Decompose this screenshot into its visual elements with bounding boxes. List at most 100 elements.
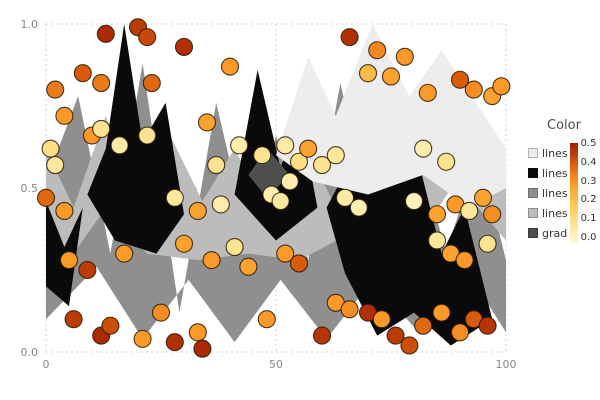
scatter-point xyxy=(59,251,79,270)
scatter-point xyxy=(197,113,217,132)
scatter-point xyxy=(464,80,483,99)
scatter-point xyxy=(92,119,111,139)
scatter-point xyxy=(358,64,378,83)
scatter-point xyxy=(437,152,456,171)
scatter-point xyxy=(271,192,290,211)
area-polygon-lines xyxy=(326,155,493,346)
legend-body: lines lines lines lines grad 0.5 0.4 0.3 0.2 0.1… xyxy=(528,139,600,243)
colorbar-tick-label: 0.5 xyxy=(580,138,597,149)
y-tick-label: 1.0 xyxy=(21,18,39,31)
scatter-point xyxy=(138,126,157,145)
scatter-point xyxy=(450,70,470,89)
scatter-point xyxy=(427,231,447,250)
scatter-point xyxy=(340,300,359,319)
scatter-point xyxy=(101,316,120,335)
scatter-point xyxy=(78,260,97,280)
scatter-point xyxy=(225,237,244,257)
x-tick-label: 100 xyxy=(496,358,517,371)
x-tick-label: 0 xyxy=(43,358,50,371)
scatter-point xyxy=(404,192,424,211)
y-tick-label: 0.5 xyxy=(21,182,39,195)
scatter-point xyxy=(483,205,502,224)
scatter-point xyxy=(280,172,299,191)
scatter-point xyxy=(55,106,74,125)
legend-swatch xyxy=(528,188,538,198)
scatter-point xyxy=(414,316,433,335)
scatter-point xyxy=(46,155,65,175)
scatter-point xyxy=(165,333,184,352)
scatter-point xyxy=(450,323,470,342)
scatter-point xyxy=(312,155,332,175)
scatter-point xyxy=(207,155,226,175)
scatter-point xyxy=(340,28,359,47)
scatter-point xyxy=(312,326,332,345)
scatter-point xyxy=(478,234,497,253)
legend-entry-label: lines xyxy=(542,206,568,220)
scatter-point xyxy=(400,336,419,355)
scatter-point xyxy=(46,80,65,99)
legend-entry-label: grad xyxy=(542,226,568,240)
area-polygon-lines xyxy=(87,24,184,254)
legend-entry[interactable]: grad xyxy=(528,223,568,243)
scatter-point xyxy=(115,244,134,263)
legend-swatch xyxy=(528,208,538,218)
colorbar-tick-label: 0.3 xyxy=(580,175,597,187)
legend-entry[interactable]: lines xyxy=(528,163,568,183)
legend-entry[interactable]: lines xyxy=(528,203,568,223)
scatter-point xyxy=(276,136,295,155)
scatter-point xyxy=(335,188,355,207)
scatter-point xyxy=(326,146,345,165)
legend-swatch xyxy=(528,228,538,238)
scatter-point xyxy=(174,37,194,57)
legend-swatch xyxy=(528,168,538,178)
scatter-point xyxy=(478,316,497,335)
colorbar-tick-label: 0.0 xyxy=(580,231,597,243)
scatter-point xyxy=(165,188,184,207)
legend-entry-label: lines xyxy=(542,186,568,200)
scatter-point xyxy=(418,83,437,102)
scatter-point xyxy=(386,326,405,345)
legend-entry[interactable]: lines xyxy=(528,183,568,203)
scatter-point xyxy=(455,251,474,270)
scatter-point xyxy=(427,205,447,224)
colorbar-tick-label: 0.2 xyxy=(580,194,597,206)
scatter-point xyxy=(133,329,152,348)
scatter-point xyxy=(174,234,194,253)
scatter-point xyxy=(432,303,451,322)
scatter-point xyxy=(395,47,414,66)
colorbar-tick-label: 0.4 xyxy=(580,156,597,168)
y-tick-label: 0.0 xyxy=(21,346,39,359)
legend-entry-label: lines xyxy=(542,166,568,180)
legend-title: Color xyxy=(547,118,581,133)
legend-entry[interactable]: lines xyxy=(528,143,568,163)
scatter-point xyxy=(73,64,92,83)
scatter-point xyxy=(239,257,258,276)
scatter-point xyxy=(372,310,391,329)
scatter-point xyxy=(151,303,171,322)
legend: Color lines lines lines lines grad 0.5 0.4 0.3… xyxy=(528,118,600,243)
scatter-point xyxy=(381,67,401,86)
scatter-point xyxy=(257,310,276,329)
scatter-point xyxy=(193,339,212,358)
legend-entries: lines lines lines lines grad xyxy=(528,143,568,243)
scatter-point xyxy=(289,152,309,171)
scatter-point xyxy=(230,136,249,155)
scatter-point xyxy=(253,146,272,165)
colorbar-wrap: 0.5 0.4 0.3 0.2 0.1 0.0 xyxy=(569,139,597,243)
scatter-point xyxy=(289,254,309,273)
scatter-point xyxy=(188,323,207,342)
scatter-point xyxy=(202,251,221,270)
scatter-point xyxy=(460,201,479,221)
scatter-point xyxy=(368,41,387,60)
scatter-point xyxy=(110,136,129,155)
scatter-point xyxy=(138,28,157,47)
scatter-point xyxy=(211,195,230,214)
scatter-point xyxy=(473,188,493,207)
scatter-point xyxy=(220,57,240,76)
x-tick-label: 50 xyxy=(269,358,283,371)
scatter-point xyxy=(142,73,161,93)
scatter-point xyxy=(349,198,368,217)
scatter-point xyxy=(299,139,318,158)
